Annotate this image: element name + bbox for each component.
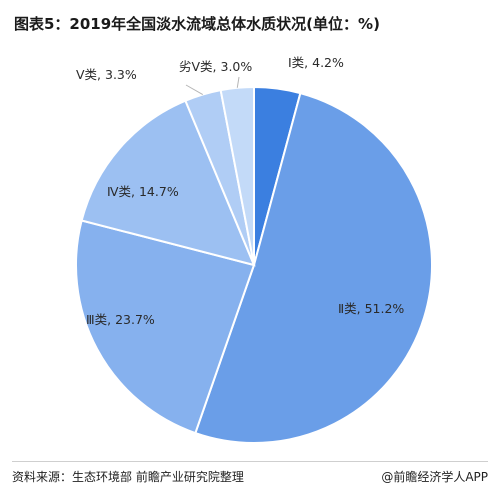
- slice-label-1: Ⅰ类, 4.2%: [288, 55, 344, 70]
- leader-line-5: [185, 84, 204, 95]
- pie-slice-2: [194, 91, 433, 444]
- leader-line-6: [236, 76, 240, 88]
- slice-label-2: Ⅱ类, 51.2%: [338, 301, 404, 316]
- pie-slice-4: [80, 99, 256, 267]
- pie-slice-6: [219, 85, 255, 266]
- slice-label-4: Ⅳ类, 14.7%: [107, 184, 179, 199]
- pie-slice-3: [75, 219, 256, 435]
- source-note: 资料来源：生态环境部 前瞻产业研究院整理: [12, 470, 244, 484]
- slice-label-6: 劣Ⅴ类, 3.0%: [179, 59, 252, 74]
- brand-attribution: @前瞻经济学人APP: [381, 470, 488, 484]
- footer: 资料来源：生态环境部 前瞻产业研究院整理 @前瞻经济学人APP: [12, 461, 488, 484]
- chart-title: 图表5：2019年全国淡水流域总体水质状况(单位：%): [14, 15, 380, 33]
- slice-label-3: Ⅲ类, 23.7%: [86, 312, 155, 327]
- slice-label-5: Ⅴ类, 3.3%: [76, 67, 137, 82]
